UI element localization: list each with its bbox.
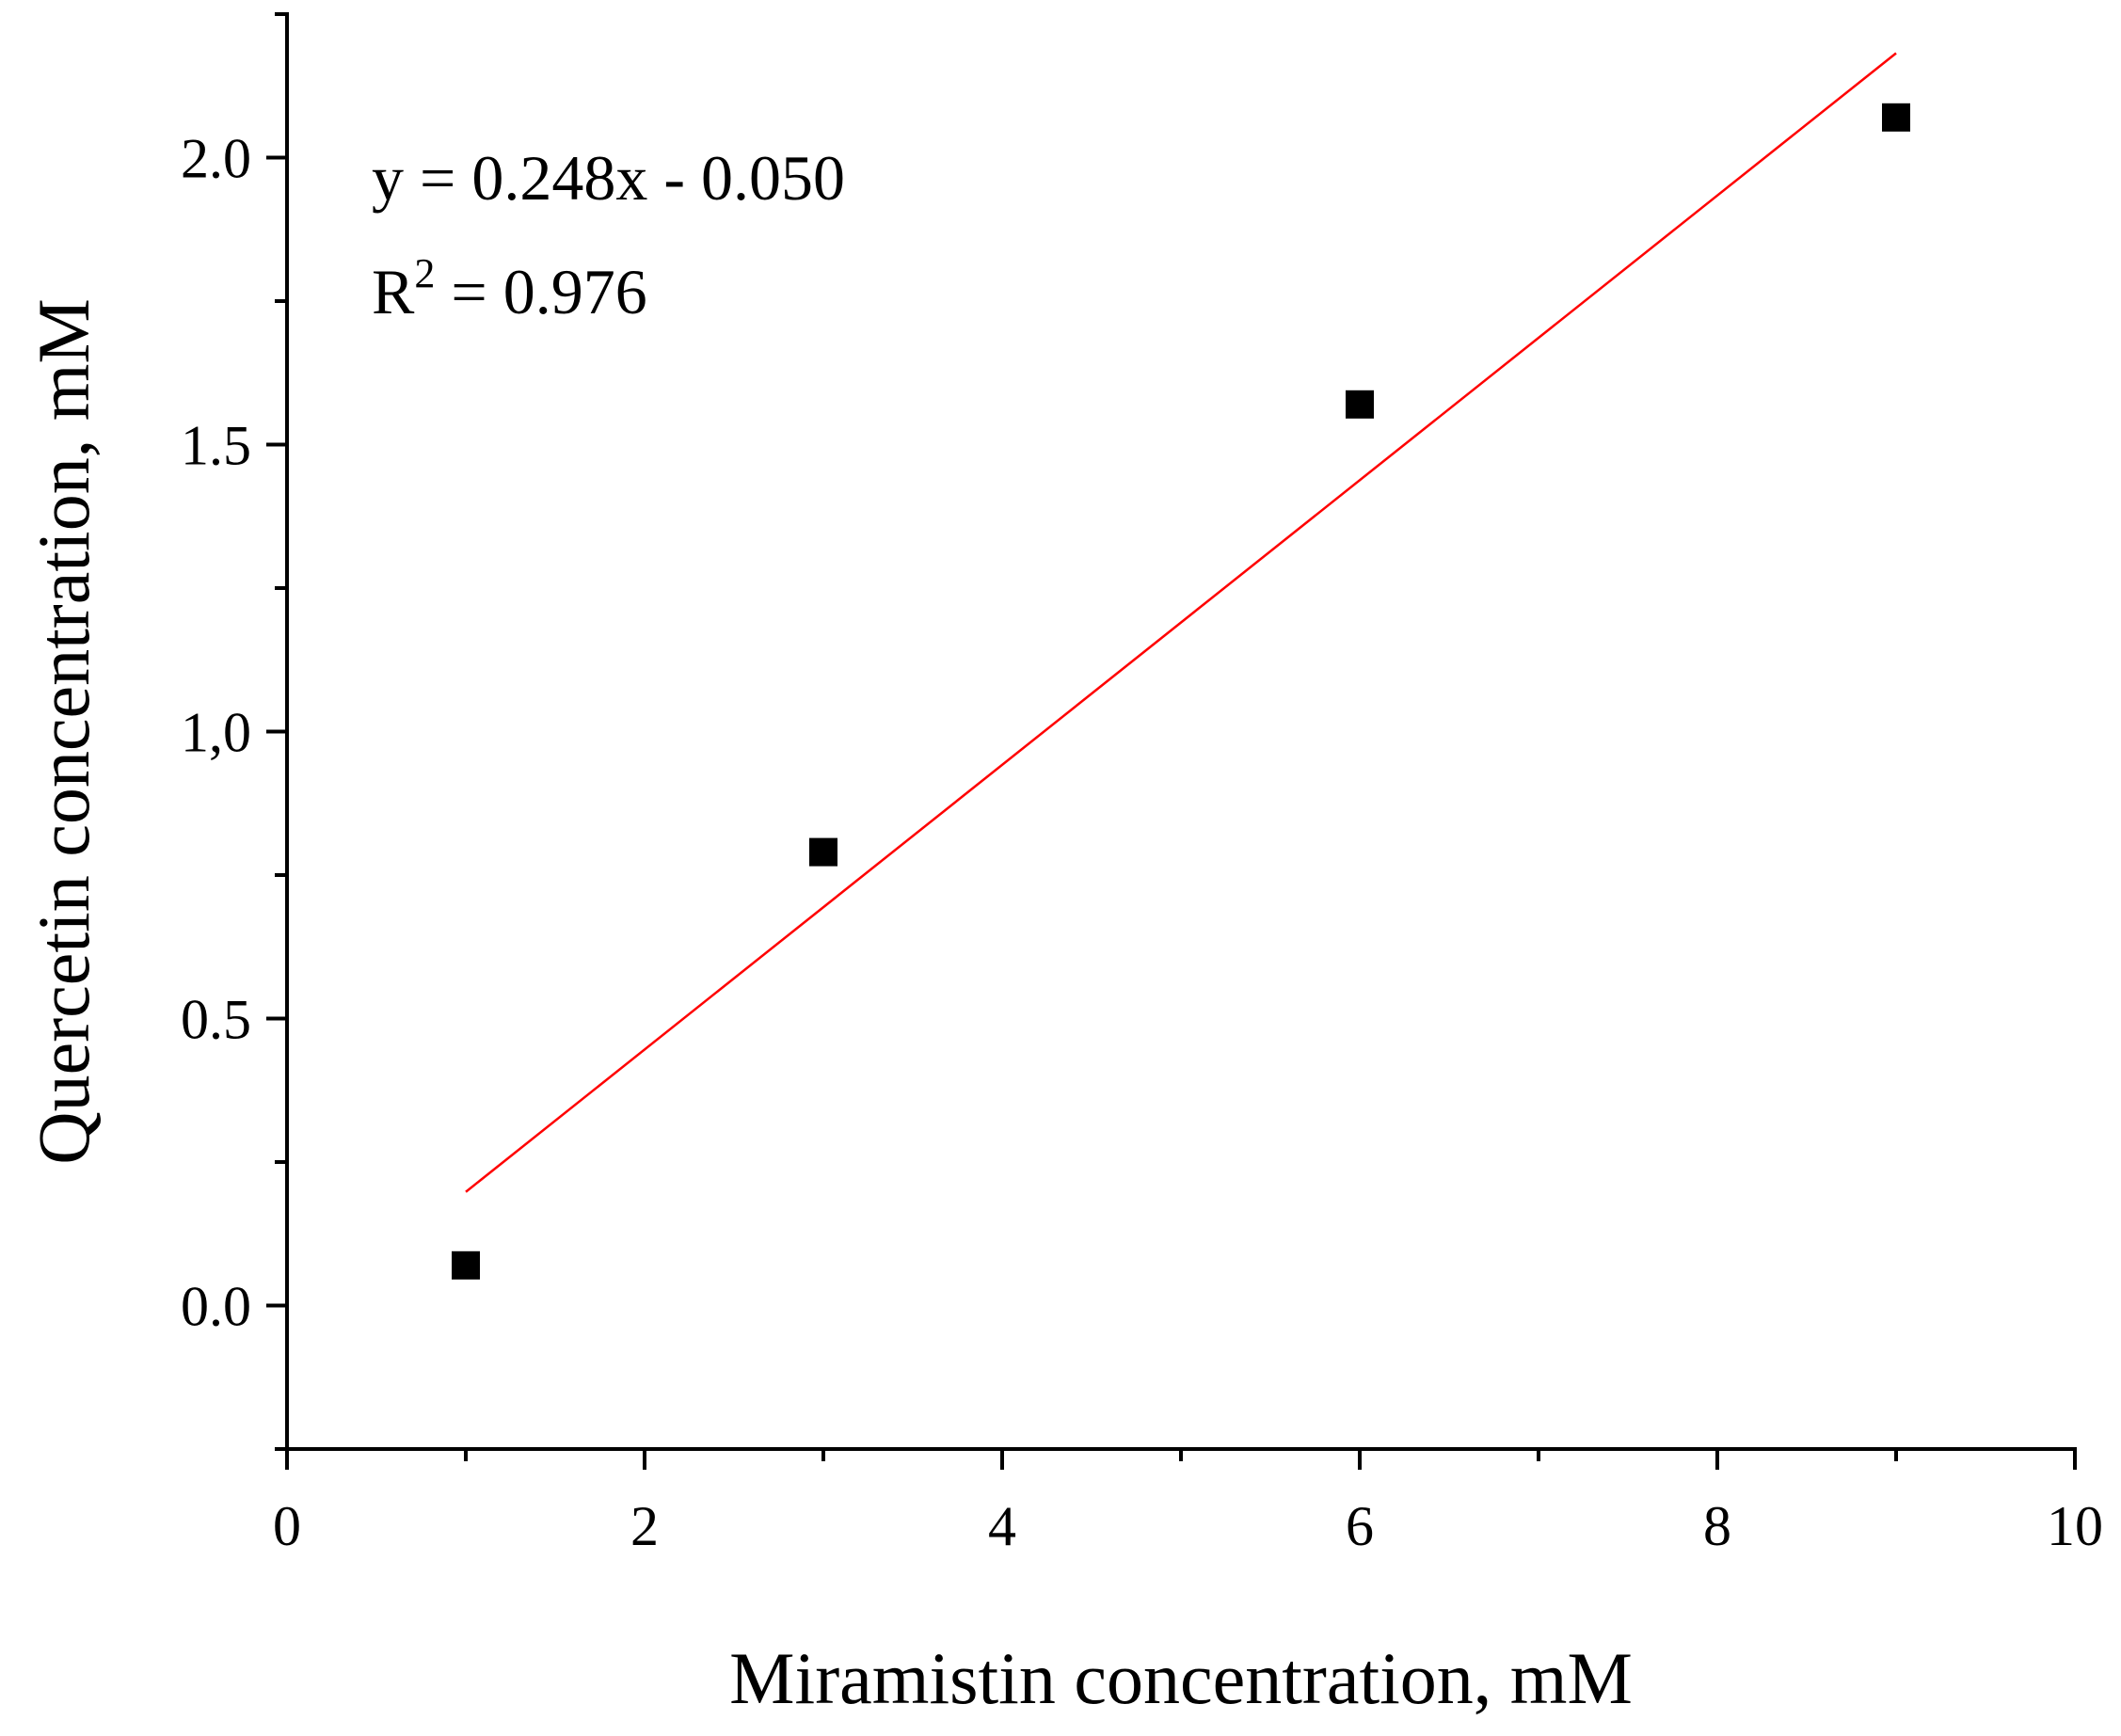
data-point [809, 837, 837, 867]
regression-equation: y = 0.248x - 0.050 [372, 142, 845, 214]
x-axis-title: Miramistin concentration, mM [729, 1637, 1633, 1719]
y-tick-label: 0.0 [181, 1276, 251, 1338]
axis-tick-labels: 0 2 4 6 8 10 0.0 0.5 1,0 1.5 2.0 [181, 128, 2103, 1558]
x-tick-label: 4 [988, 1495, 1016, 1557]
data-point [452, 1250, 480, 1280]
y-tick-label: 2.0 [181, 128, 251, 190]
r-squared-value: = 0.976 [435, 256, 646, 327]
x-tick-label: 0 [273, 1495, 301, 1557]
x-tick-label: 6 [1346, 1495, 1374, 1557]
x-tick-label: 2 [630, 1495, 659, 1557]
x-tick-label: 10 [2047, 1495, 2103, 1557]
axes [285, 12, 2077, 1451]
r-squared-prefix: R [372, 256, 415, 327]
r-squared-superscript: 2 [414, 250, 435, 296]
data-point [1882, 103, 1910, 132]
data-point [1346, 390, 1374, 419]
axis-ticks [266, 12, 2077, 1470]
y-tick-label: 1,0 [181, 702, 251, 764]
y-tick-label: 0.5 [181, 989, 251, 1051]
regression-line [465, 52, 1897, 1193]
fit-layer [465, 52, 1897, 1193]
r-squared-annotation: R2 = 0.976 [372, 250, 647, 327]
x-tick-label: 8 [1703, 1495, 1731, 1557]
y-axis-title: Quercetin concentration, mM [23, 298, 104, 1165]
data-points [452, 103, 1910, 1280]
y-tick-label: 1.5 [181, 415, 251, 477]
